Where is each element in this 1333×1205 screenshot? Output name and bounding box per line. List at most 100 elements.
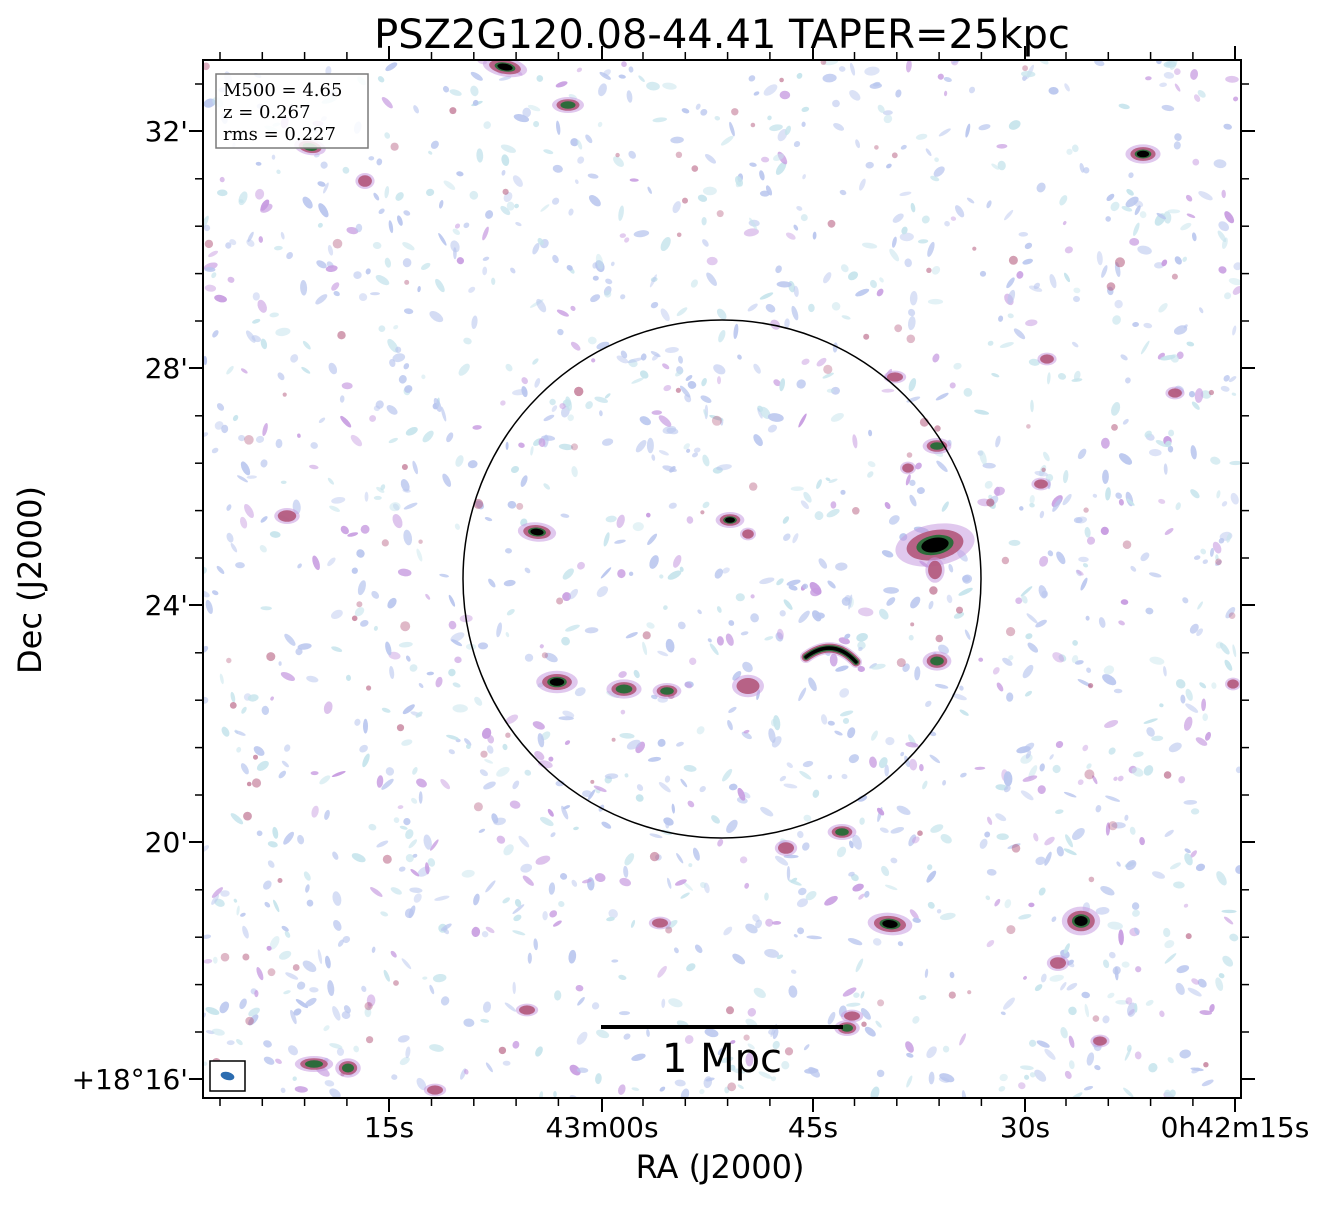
- noise-speckle: [1118, 929, 1124, 946]
- noise-speckle: [570, 341, 581, 351]
- noise-speckle: [700, 108, 708, 116]
- radio-source: [740, 527, 756, 541]
- noise-speckle: [727, 1082, 737, 1092]
- noise-speckle: [729, 121, 735, 137]
- noise-speckle: [278, 770, 287, 779]
- noise-speckle: [280, 231, 285, 240]
- noise-speckle: [1167, 445, 1174, 453]
- noise-speckle: [342, 166, 350, 174]
- noise-speckle: [216, 403, 225, 411]
- noise-speckle: [418, 682, 424, 689]
- noise-speckle: [1233, 262, 1241, 271]
- noise-speckle: [676, 741, 684, 747]
- noise-speckle: [855, 139, 861, 149]
- noise-speckle: [285, 972, 299, 980]
- noise-speckle: [473, 893, 480, 906]
- noise-speckle: [294, 1086, 308, 1093]
- noise-speckle: [1182, 597, 1189, 604]
- noise-speckle: [730, 1040, 736, 1044]
- noise-speckle: [1111, 402, 1121, 416]
- noise-speckle: [1083, 1085, 1094, 1091]
- noise-speckle: [999, 342, 1014, 348]
- noise-speckle: [987, 340, 994, 346]
- source-contour: [887, 372, 903, 382]
- noise-speckle: [1186, 341, 1195, 347]
- noise-speckle: [1082, 563, 1089, 568]
- noise-speckle: [839, 688, 850, 698]
- noise-speckle: [485, 210, 494, 219]
- noise-speckle: [798, 610, 810, 623]
- noise-speckle: [909, 758, 918, 771]
- noise-speckle: [1030, 399, 1034, 413]
- noise-speckle: [728, 783, 738, 791]
- noise-speckle: [861, 1021, 867, 1027]
- noise-speckle: [269, 531, 281, 538]
- noise-speckle: [1221, 189, 1226, 199]
- noise-speckle: [1158, 303, 1168, 313]
- noise-speckle: [631, 377, 644, 384]
- noise-speckle: [745, 1052, 754, 1067]
- noise-speckle: [665, 638, 675, 653]
- noise-speckle: [596, 1029, 610, 1039]
- noise-speckle: [217, 189, 228, 197]
- noise-speckle: [1149, 448, 1162, 457]
- noise-speckle: [777, 628, 784, 640]
- extended-source: [804, 646, 858, 664]
- noise-speckle: [645, 512, 651, 518]
- noise-speckle: [820, 60, 827, 65]
- noise-speckle: [1165, 440, 1172, 448]
- noise-speckle: [438, 200, 444, 209]
- noise-speckle: [896, 658, 906, 668]
- noise-speckle: [260, 516, 268, 523]
- noise-speckle: [203, 1061, 208, 1066]
- noise-speckle: [909, 479, 916, 487]
- noise-speckle: [260, 338, 268, 350]
- noise-speckle: [393, 324, 399, 330]
- noise-speckle: [240, 516, 248, 529]
- noise-speckle: [357, 580, 366, 596]
- noise-speckle: [395, 346, 402, 353]
- noise-speckle: [212, 330, 219, 338]
- noise-speckle: [1026, 613, 1038, 624]
- noise-speckle: [520, 863, 533, 873]
- noise-speckle: [1006, 277, 1015, 289]
- noise-speckle: [417, 286, 421, 293]
- noise-speckle: [341, 382, 353, 390]
- noise-speckle: [574, 179, 579, 184]
- noise-speckle: [915, 462, 922, 470]
- noise-speckle: [226, 1040, 235, 1046]
- noise-speckle: [532, 721, 545, 730]
- noise-speckle: [518, 442, 525, 448]
- noise-speckle: [786, 579, 801, 586]
- noise-speckle: [886, 597, 896, 606]
- noise-speckle: [345, 674, 352, 681]
- noise-speckle: [587, 336, 597, 345]
- noise-speckle: [1173, 141, 1181, 150]
- noise-speckle: [368, 156, 375, 161]
- noise-speckle: [557, 328, 564, 336]
- noise-speckle: [482, 266, 488, 276]
- noise-speckle: [767, 115, 772, 121]
- noise-speckle: [1102, 674, 1117, 686]
- noise-speckle: [1225, 606, 1236, 619]
- noise-speckle: [260, 199, 270, 211]
- noise-speckle: [1168, 429, 1175, 437]
- noise-speckle: [700, 510, 705, 515]
- noise-speckle: [870, 663, 886, 670]
- noise-speckle: [592, 275, 599, 281]
- noise-speckle: [779, 378, 786, 392]
- noise-speckle: [533, 938, 538, 951]
- noise-speckle: [355, 223, 363, 233]
- noise-speckle: [649, 555, 659, 569]
- noise-speckle: [1092, 493, 1098, 498]
- noise-speckle: [1218, 973, 1225, 979]
- noise-speckle: [996, 143, 1008, 149]
- noise-speckle: [613, 156, 624, 167]
- noise-speckle: [576, 1031, 588, 1045]
- noise-speckle: [1124, 814, 1129, 821]
- noise-speckle: [552, 920, 562, 927]
- noise-speckle: [230, 543, 238, 553]
- noise-speckle: [800, 500, 809, 510]
- noise-speckle: [1209, 1003, 1215, 1013]
- noise-speckle: [979, 838, 988, 849]
